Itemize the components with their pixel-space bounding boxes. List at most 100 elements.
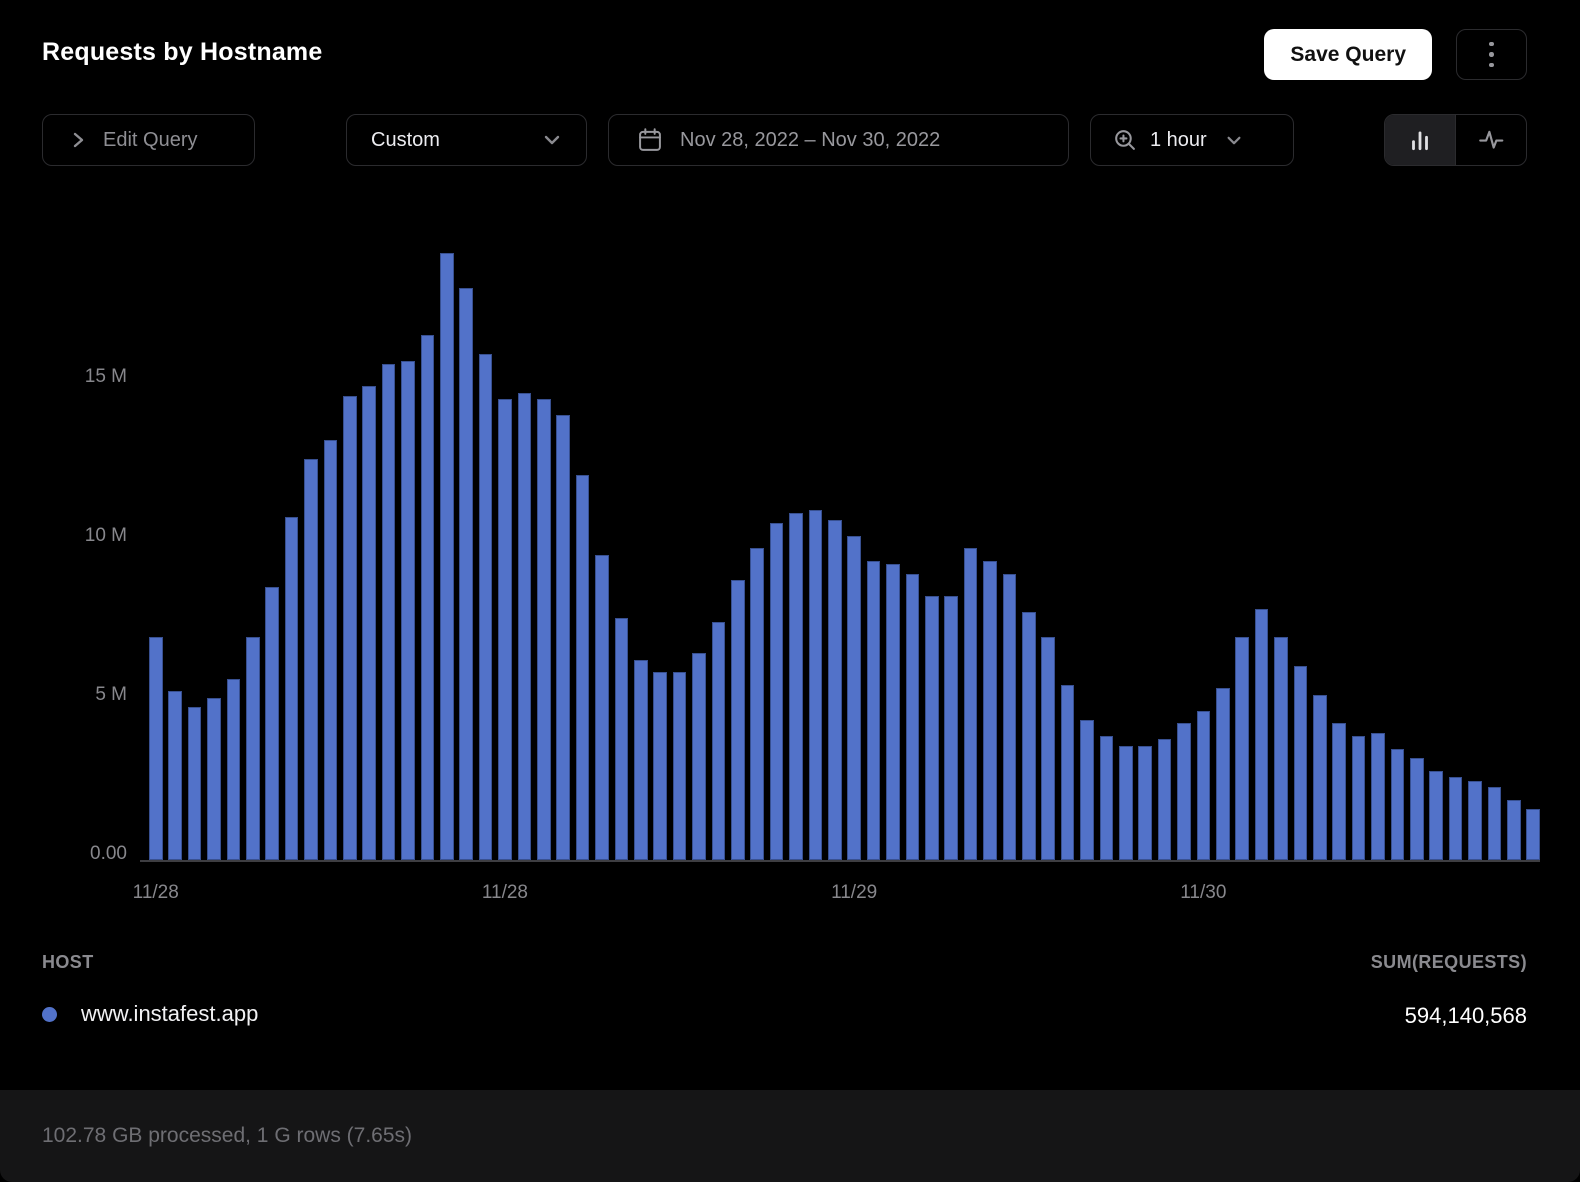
bar-hour-39[interactable] <box>905 573 920 860</box>
bar-hour-24[interactable] <box>614 618 629 860</box>
x-axis-tick-label: 11/28 <box>132 882 179 903</box>
bar-hour-67[interactable] <box>1448 777 1463 860</box>
y-axis-tick-label: 15 M <box>84 366 127 387</box>
bar-hour-63[interactable] <box>1371 732 1385 860</box>
bar-hour-49[interactable] <box>1099 735 1114 860</box>
bar-chart-icon <box>1407 127 1433 153</box>
bar-hour-12[interactable] <box>381 363 396 860</box>
chevron-right-icon <box>71 130 85 150</box>
bar-hour-0[interactable] <box>149 637 163 860</box>
bar-hour-65[interactable] <box>1410 758 1424 860</box>
bar-hour-25[interactable] <box>634 659 648 860</box>
bar-hour-22[interactable] <box>575 475 590 860</box>
legend-row[interactable]: www.instafest.app <box>42 1001 258 1027</box>
bar-hour-26[interactable] <box>653 672 667 860</box>
bar-hour-64[interactable] <box>1390 748 1405 860</box>
bar-chart-toggle-button[interactable] <box>1385 115 1455 165</box>
bar-hour-57[interactable] <box>1254 608 1269 860</box>
bar-hour-8[interactable] <box>304 459 318 860</box>
bar-hour-45[interactable] <box>1022 611 1036 860</box>
bar-hour-32[interactable] <box>769 522 784 860</box>
chevron-down-icon <box>542 133 562 147</box>
line-chart-toggle-button[interactable] <box>1455 115 1526 165</box>
bar-hour-5[interactable] <box>246 637 260 860</box>
bar-hour-38[interactable] <box>886 564 900 860</box>
save-query-button[interactable]: Save Query <box>1264 29 1432 80</box>
date-range-picker[interactable]: Nov 28, 2022 – Nov 30, 2022 <box>608 114 1069 166</box>
bar-hour-35[interactable] <box>828 519 842 860</box>
x-axis-tick-label: 11/30 <box>1180 882 1227 903</box>
bar-hour-46[interactable] <box>1041 637 1055 860</box>
bar-hour-47[interactable] <box>1060 685 1075 860</box>
bar-hour-1[interactable] <box>168 691 182 860</box>
bar-hour-6[interactable] <box>265 586 279 860</box>
bar-hour-27[interactable] <box>672 672 687 860</box>
y-axis-tick-label: 0.00 <box>90 843 127 864</box>
bar-hour-4[interactable] <box>226 678 241 860</box>
bar-hour-13[interactable] <box>401 360 415 860</box>
bar-hour-18[interactable] <box>498 398 512 860</box>
bar-hour-42[interactable] <box>963 548 978 860</box>
bar-hour-62[interactable] <box>1351 735 1366 860</box>
series-host-label: www.instafest.app <box>81 1001 259 1026</box>
status-bar: 102.78 GB processed, 1 G rows (7.65s) <box>0 1090 1580 1182</box>
edit-query-button[interactable]: Edit Query <box>42 114 255 166</box>
time-range-preset-select[interactable]: Custom <box>346 114 587 166</box>
interval-value: 1 hour <box>1150 128 1207 151</box>
bar-hour-52[interactable] <box>1157 739 1172 860</box>
bar-hour-31[interactable] <box>750 548 764 860</box>
bar-hour-37[interactable] <box>866 561 881 860</box>
bar-hour-71[interactable] <box>1526 809 1540 860</box>
bar-hour-40[interactable] <box>925 596 939 860</box>
pulse-line-icon <box>1477 126 1505 154</box>
series-sum-value: 594,140,568 <box>1404 1003 1527 1028</box>
bar-hour-14[interactable] <box>420 335 435 860</box>
bar-hour-68[interactable] <box>1468 780 1482 860</box>
preset-value: Custom <box>371 128 440 151</box>
page-title: Requests by Hostname <box>42 38 323 66</box>
bar-hour-44[interactable] <box>1002 573 1017 860</box>
bar-hour-9[interactable] <box>323 440 338 860</box>
bar-hour-41[interactable] <box>944 596 958 860</box>
bar-hour-16[interactable] <box>459 287 473 860</box>
bar-hour-19[interactable] <box>517 392 532 860</box>
bar-hour-21[interactable] <box>556 414 570 860</box>
bar-hour-29[interactable] <box>711 621 726 860</box>
bar-hour-43[interactable] <box>983 561 997 860</box>
chevron-down-icon <box>1225 134 1243 147</box>
y-axis-tick-label: 10 M <box>84 525 127 546</box>
bar-hour-61[interactable] <box>1332 723 1346 860</box>
bar-hour-58[interactable] <box>1274 637 1288 860</box>
bar-hour-70[interactable] <box>1507 799 1521 860</box>
bar-hour-48[interactable] <box>1080 720 1094 860</box>
bar-hour-59[interactable] <box>1293 666 1308 860</box>
bar-hour-55[interactable] <box>1216 688 1230 860</box>
bar-hour-69[interactable] <box>1487 786 1502 860</box>
bar-hour-3[interactable] <box>207 697 221 860</box>
bar-hour-2[interactable] <box>187 707 202 860</box>
bar-hour-66[interactable] <box>1429 770 1443 860</box>
interval-select[interactable]: 1 hour <box>1090 114 1294 166</box>
more-options-button[interactable] <box>1456 29 1527 80</box>
bar-hour-30[interactable] <box>731 580 745 860</box>
bar-hour-36[interactable] <box>847 535 861 860</box>
bar-hour-34[interactable] <box>808 510 823 860</box>
bar-hour-51[interactable] <box>1138 745 1152 860</box>
bar-hour-20[interactable] <box>537 398 551 860</box>
bar-hour-23[interactable] <box>595 554 609 860</box>
bar-hour-60[interactable] <box>1313 694 1327 860</box>
query-stats-text: 102.78 GB processed, 1 G rows (7.65s) <box>42 1124 413 1147</box>
bar-hour-33[interactable] <box>789 513 803 860</box>
bar-hour-11[interactable] <box>362 386 376 860</box>
bar-hour-54[interactable] <box>1196 710 1211 860</box>
bar-hour-56[interactable] <box>1235 637 1249 860</box>
bar-hour-53[interactable] <box>1177 723 1191 860</box>
bar-hour-7[interactable] <box>284 516 299 860</box>
bar-hour-15[interactable] <box>440 252 454 860</box>
bar-hour-28[interactable] <box>692 653 706 860</box>
bar-hour-10[interactable] <box>343 395 357 860</box>
bar-hour-50[interactable] <box>1119 745 1133 860</box>
bar-hour-17[interactable] <box>478 354 493 860</box>
date-range-value: Nov 28, 2022 – Nov 30, 2022 <box>680 128 941 151</box>
